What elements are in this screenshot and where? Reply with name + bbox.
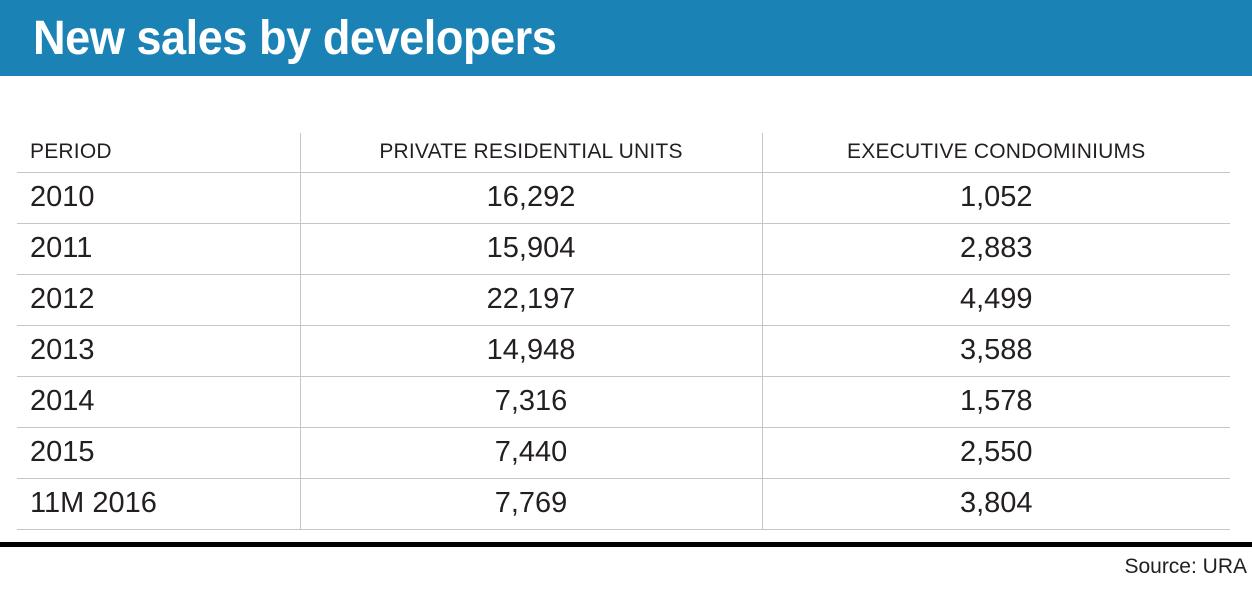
private-residential-cell: 7,769 — [300, 478, 763, 530]
table-row: 2010 16,292 1,052 — [17, 172, 1230, 224]
executive-condo-cell: 4,499 — [762, 274, 1230, 326]
private-residential-cell: 7,440 — [300, 427, 763, 479]
table-row: 2012 22,197 4,499 — [17, 274, 1230, 326]
column-header-period: PERIOD — [17, 133, 301, 173]
executive-condo-cell: 3,588 — [762, 325, 1230, 377]
private-residential-cell: 15,904 — [300, 223, 763, 275]
period-cell: 2013 — [17, 325, 301, 377]
sales-table: PERIOD PRIVATE RESIDENTIAL UNITS EXECUTI… — [17, 133, 1230, 530]
executive-condo-cell: 1,578 — [762, 376, 1230, 428]
table-row: 2011 15,904 2,883 — [17, 223, 1230, 275]
private-residential-cell: 16,292 — [300, 172, 763, 224]
table-row: 2015 7,440 2,550 — [17, 427, 1230, 479]
table-row: 2013 14,948 3,588 — [17, 325, 1230, 377]
executive-condo-cell: 2,550 — [762, 427, 1230, 479]
page-title: New sales by developers — [33, 11, 557, 65]
private-residential-cell: 14,948 — [300, 325, 763, 377]
private-residential-cell: 7,316 — [300, 376, 763, 428]
data-table: PERIOD PRIVATE RESIDENTIAL UNITS EXECUTI… — [17, 133, 1230, 530]
period-cell: 2015 — [17, 427, 301, 479]
period-cell: 2011 — [17, 223, 301, 275]
period-cell: 2014 — [17, 376, 301, 428]
executive-condo-cell: 2,883 — [762, 223, 1230, 275]
footer-rule — [0, 541, 1252, 547]
header-row: PERIOD PRIVATE RESIDENTIAL UNITS EXECUTI… — [17, 133, 1230, 173]
period-cell: 2010 — [17, 172, 301, 224]
column-header-private-residential: PRIVATE RESIDENTIAL UNITS — [300, 133, 763, 173]
table-row: 11M 2016 7,769 3,804 — [17, 478, 1230, 530]
executive-condo-cell: 1,052 — [762, 172, 1230, 224]
source-credit: Source: URA — [1124, 554, 1247, 578]
executive-condo-cell: 3,804 — [762, 478, 1230, 530]
period-cell: 11M 2016 — [17, 478, 301, 530]
title-banner: New sales by developers — [0, 0, 1252, 76]
column-header-executive-condominiums: EXECUTIVE CONDOMINIUMS — [762, 133, 1230, 173]
period-cell: 2012 — [17, 274, 301, 326]
private-residential-cell: 22,197 — [300, 274, 763, 326]
table-row: 2014 7,316 1,578 — [17, 376, 1230, 428]
